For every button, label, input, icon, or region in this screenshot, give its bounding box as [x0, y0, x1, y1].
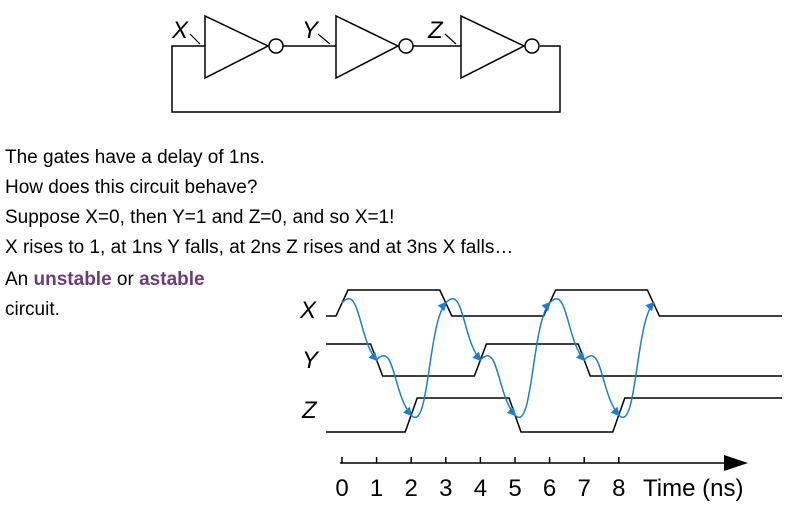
time-tick-label-1: 1: [370, 475, 383, 502]
inverter-2: [335, 14, 400, 80]
causal-arrow-3-4: [445, 298, 482, 362]
time-tick-label-3: 3: [439, 475, 452, 502]
waveform-z: [326, 397, 782, 433]
inverter-3: [460, 14, 526, 80]
term-astable: astable: [139, 269, 205, 290]
timing-label-z: Z: [301, 397, 318, 424]
time-axis-label: Time (ns): [643, 475, 743, 502]
causal-arrow-2-3: [410, 301, 448, 419]
timing-label-x: X: [299, 297, 317, 324]
circuit-label-x: X: [171, 17, 189, 44]
time-tick-label-4: 4: [474, 475, 487, 502]
text-line-4: X rises to 1, at 1ns Y falls, at 2ns Z r…: [5, 237, 514, 258]
inverter-ring-circuit: X Y Z: [171, 14, 561, 113]
causal-arrow-1-2: [376, 355, 413, 417]
causal-arrow-5-6: [514, 301, 551, 419]
causal-arrow-4-5: [479, 355, 517, 417]
time-tick-label-8: 8: [612, 475, 625, 502]
time-axis-arrowhead: [724, 455, 748, 471]
causal-arrow-0-1: [341, 298, 378, 362]
label-tick-x: [189, 33, 201, 45]
text-line-5-mid: or: [111, 269, 140, 290]
text-line-3: Suppose X=0, then Y=1 and Z=0, and so X=…: [5, 207, 395, 228]
causal-arrow-8-9: [618, 301, 655, 419]
causal-arrow-6-7: [549, 298, 586, 362]
label-tick-y: [317, 33, 331, 45]
text-line-6: circuit.: [5, 299, 60, 320]
feedback-wire: [171, 45, 561, 113]
time-tick-label-0: 0: [335, 475, 348, 502]
term-unstable: unstable: [33, 269, 112, 290]
timing-label-y: Y: [302, 347, 320, 374]
text-line-2: How does this circuit behave?: [5, 177, 258, 198]
text-line-1: The gates have a delay of 1ns.: [5, 147, 265, 168]
time-tick-label-2: 2: [405, 475, 418, 502]
waveform-y: [326, 343, 782, 377]
waveform-x: [326, 289, 782, 317]
text-line-5: An unstable or astable: [5, 268, 205, 292]
label-tick-z: [444, 33, 457, 45]
time-tick-label-7: 7: [578, 475, 591, 502]
circuit-label-y: Y: [302, 17, 320, 44]
circuit-label-z: Z: [427, 17, 444, 44]
time-tick-label-5: 5: [508, 475, 521, 502]
causal-arrow-7-8: [583, 355, 621, 417]
text-line-5-prefix: An: [5, 269, 34, 290]
inverter-1: [204, 14, 270, 80]
inverter-3-bubble: [524, 38, 540, 54]
time-tick-label-6: 6: [543, 475, 556, 502]
